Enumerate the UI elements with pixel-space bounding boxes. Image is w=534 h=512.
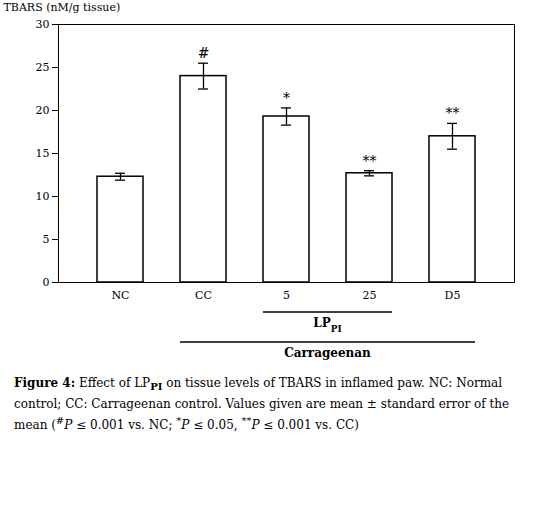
svg-text:10: 10 xyxy=(36,190,50,203)
svg-text:5: 5 xyxy=(43,233,50,246)
svg-text:30: 30 xyxy=(36,18,50,31)
svg-text:15: 15 xyxy=(36,147,50,160)
svg-text:LPPI: LPPI xyxy=(313,316,341,334)
svg-text:D5: D5 xyxy=(445,289,461,302)
svg-text:*: * xyxy=(283,90,290,106)
svg-text:5: 5 xyxy=(283,289,290,302)
svg-text:NC: NC xyxy=(111,289,129,302)
svg-text:0: 0 xyxy=(43,276,50,289)
svg-text:25: 25 xyxy=(363,289,377,302)
svg-text:**: ** xyxy=(446,105,460,121)
svg-text:#: # xyxy=(198,45,210,61)
svg-text:20: 20 xyxy=(36,104,50,117)
svg-text:TBARS (nM/g tissue): TBARS (nM/g tissue) xyxy=(4,1,121,14)
html-text:Figure 4: Effect of LPPIon tis: Figure 4: Effect of LPPIon tissue levels… xyxy=(14,376,510,433)
svg-text:25: 25 xyxy=(36,61,50,74)
svg-text:CC: CC xyxy=(195,289,212,302)
svg-text:**: ** xyxy=(363,153,377,169)
svg-text:Carrageenan: Carrageenan xyxy=(284,346,371,360)
